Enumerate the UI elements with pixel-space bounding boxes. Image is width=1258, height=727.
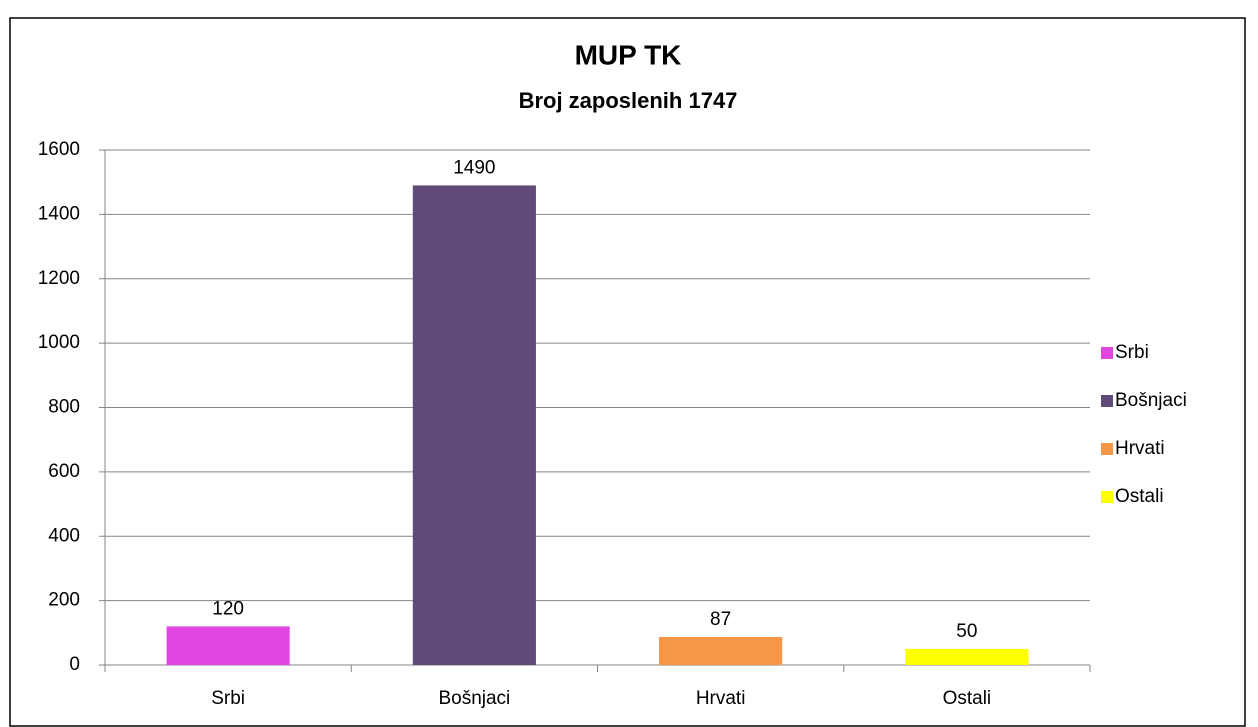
data-label: 120: [212, 598, 244, 619]
y-tick-label: 0: [69, 654, 80, 675]
y-tick-label: 1600: [38, 139, 80, 160]
legend-label: Srbi: [1115, 342, 1149, 363]
bar: [166, 626, 290, 665]
y-tick-label: 1400: [38, 203, 80, 224]
y-tick-label: 400: [48, 525, 80, 546]
legend-swatch: [1101, 347, 1113, 359]
legend-swatch: [1101, 491, 1113, 503]
bar: [659, 636, 783, 665]
x-tick-label: Hrvati: [696, 688, 746, 709]
legend-label: Ostali: [1115, 486, 1164, 507]
legend-swatch: [1101, 395, 1113, 407]
bar: [412, 185, 536, 665]
data-label: 1490: [453, 157, 495, 178]
legend-label: Hrvati: [1115, 438, 1165, 459]
chart-title: MUP TK: [575, 39, 682, 70]
y-tick-label: 600: [48, 461, 80, 482]
y-tick-label: 1000: [38, 332, 80, 353]
data-label: 50: [956, 621, 977, 642]
x-tick-label: Bošnjaci: [438, 688, 510, 709]
x-tick-label: Srbi: [211, 688, 245, 709]
y-tick-label: 200: [48, 590, 80, 611]
data-label: 87: [710, 609, 731, 630]
y-tick-label: 1200: [38, 268, 80, 289]
x-tick-label: Ostali: [943, 688, 992, 709]
y-tick-label: 800: [48, 397, 80, 418]
bar: [905, 648, 1029, 665]
chart-subtitle: Broj zaposlenih 1747: [519, 88, 738, 113]
chart-border: [9, 17, 1246, 727]
legend-label: Bošnjaci: [1115, 390, 1187, 411]
legend-swatch: [1101, 443, 1113, 455]
